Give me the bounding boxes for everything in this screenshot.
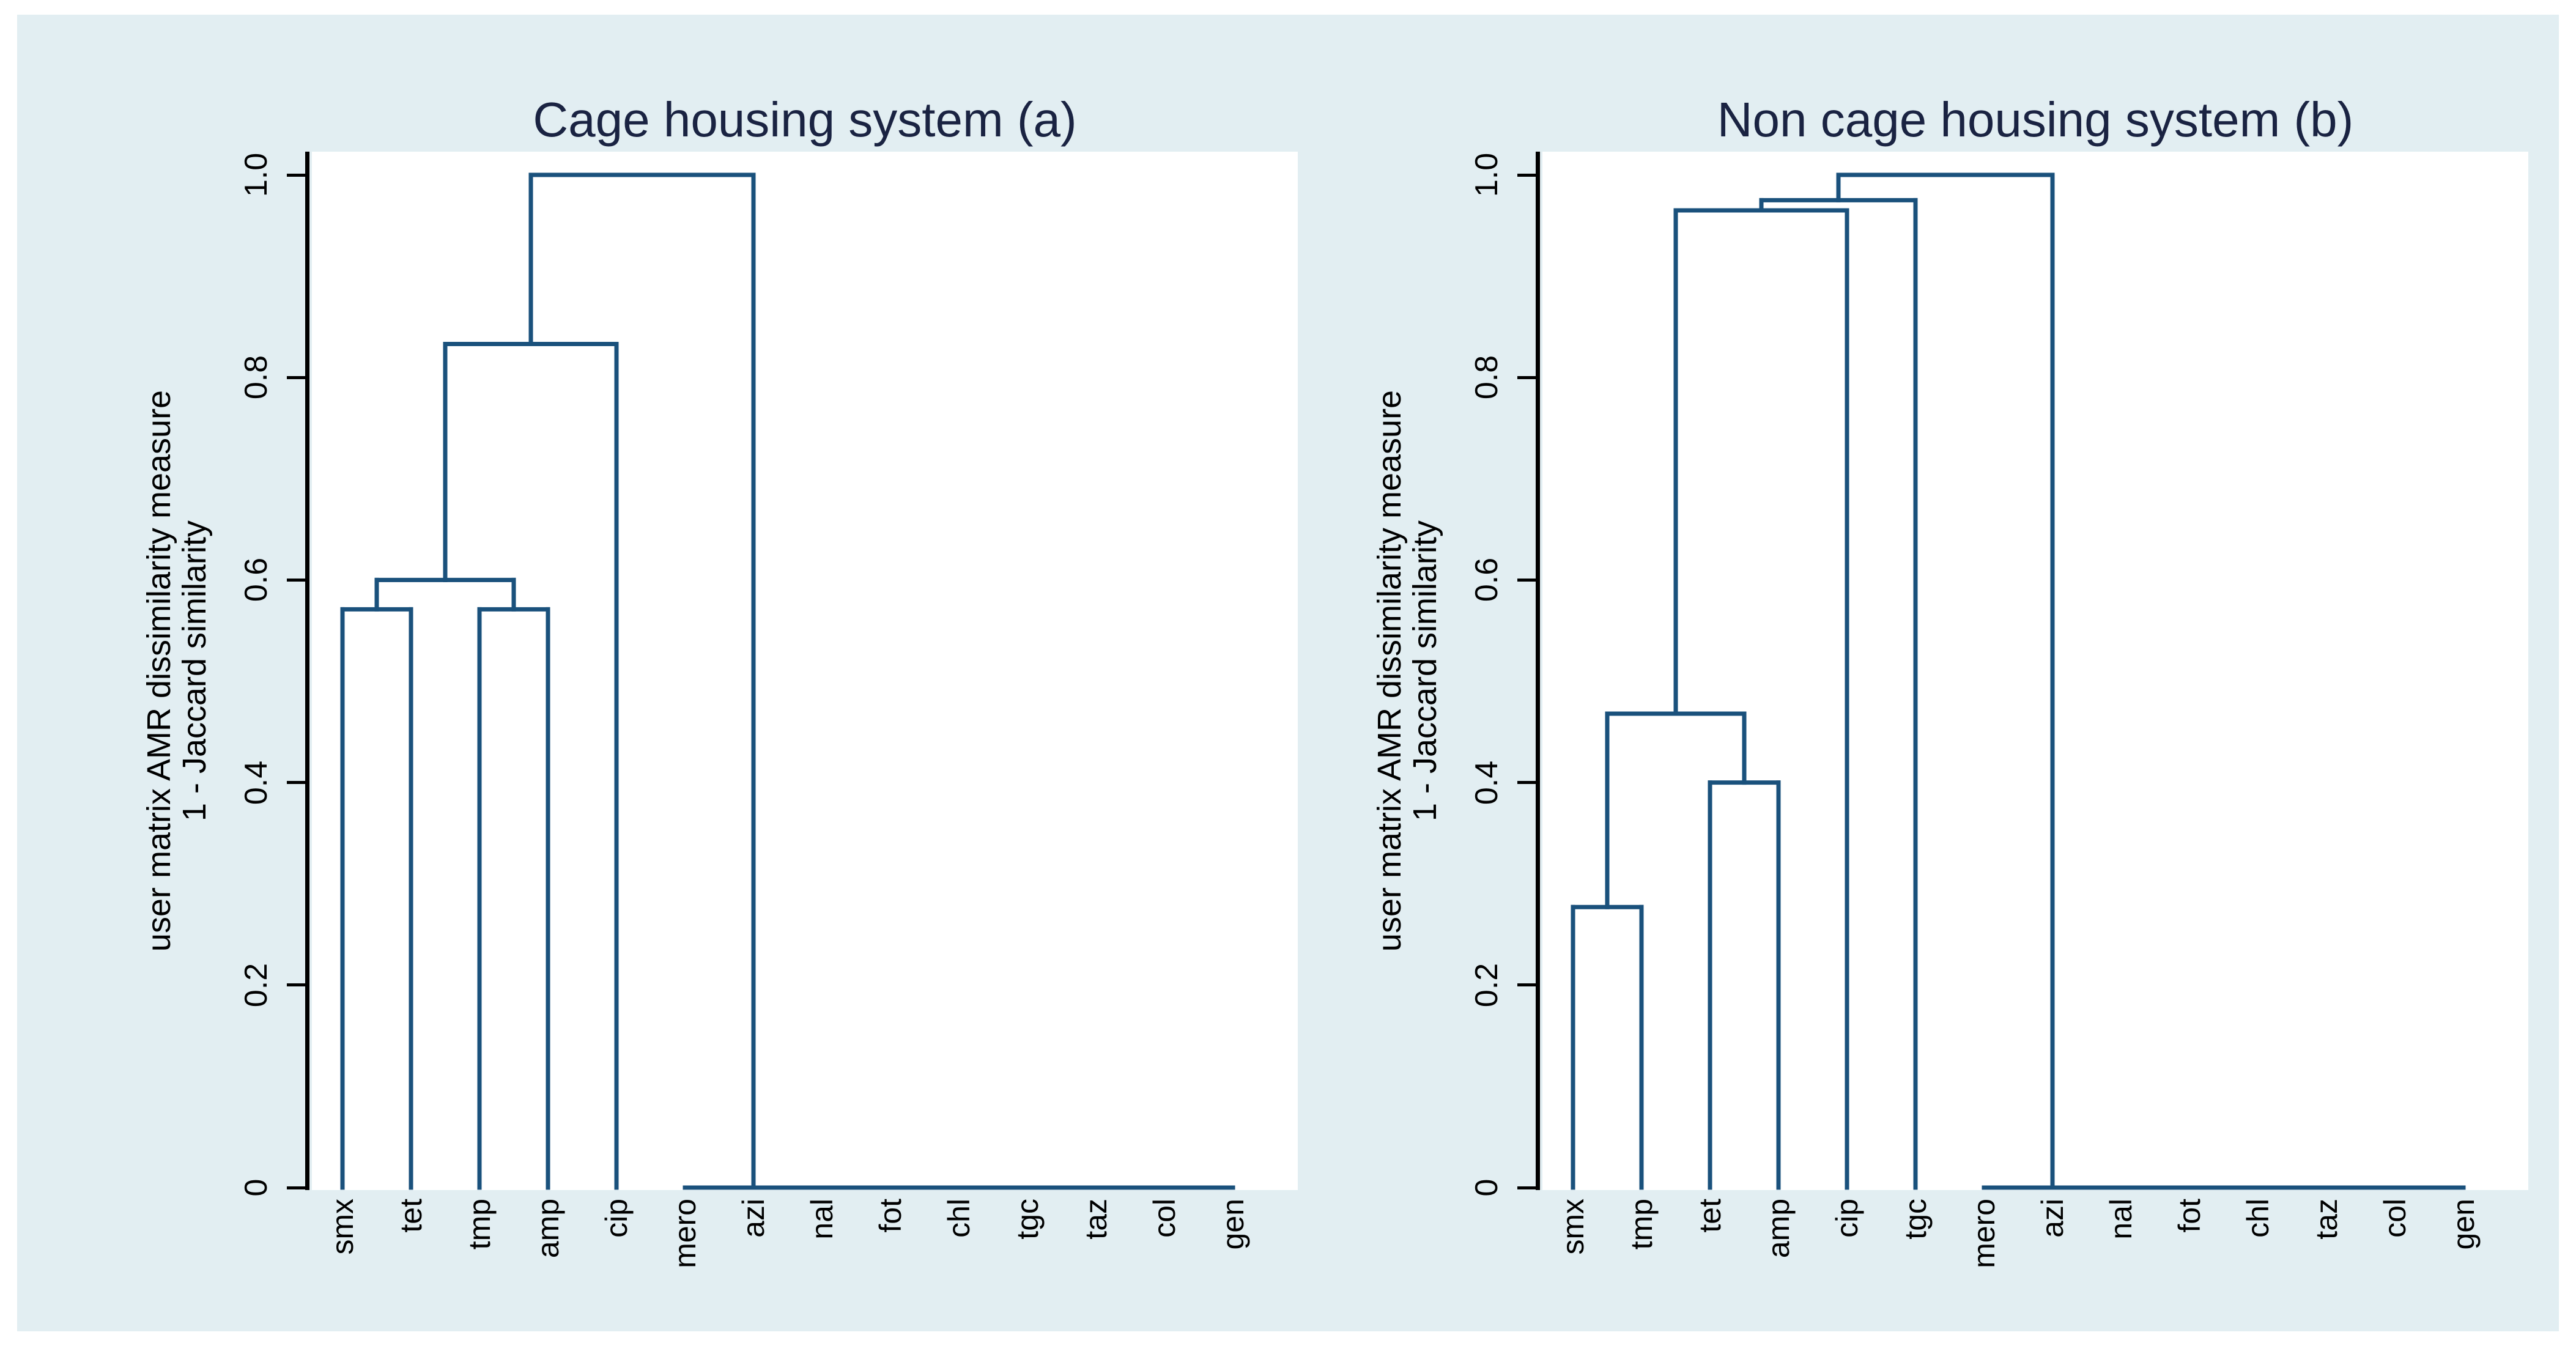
dendrogram-lines-cage: [340, 172, 1235, 1190]
plot-area-noncage: [1542, 152, 2528, 1190]
plot-title-cage: Cage housing system (a): [533, 92, 1077, 147]
y-axis-label-line2: 1 - Jaccard similarity: [1407, 520, 1443, 822]
y-tick-mark: [287, 1186, 305, 1189]
y-axis-line-cage: [305, 152, 309, 1190]
y-tick-mark: [287, 375, 305, 379]
y-tick-mark: [1517, 578, 1536, 582]
plot-area-cage: [312, 152, 1298, 1190]
y-axis-label-line1: user matrix AMR dissimilarity measure: [141, 390, 177, 952]
dendrogram-lines-noncage: [1571, 172, 2466, 1190]
y-tick-mark: [1517, 1186, 1536, 1189]
y-tick-mark: [1517, 983, 1536, 987]
y-axis-label-line2: 1 - Jaccard similarity: [176, 520, 213, 822]
y-tick-mark: [287, 983, 305, 987]
figure-canvas: Cage housing system (a) user matrix AMR …: [17, 15, 2559, 1331]
y-axis-line-noncage: [1536, 152, 1540, 1190]
y-tick-mark: [287, 781, 305, 785]
y-tick-mark: [1517, 173, 1536, 177]
plot-title-noncage: Non cage housing system (b): [1717, 92, 2354, 147]
y-tick-mark: [1517, 781, 1536, 785]
y-tick-mark: [287, 173, 305, 177]
y-tick-mark: [1517, 375, 1536, 379]
y-axis-label-line1: user matrix AMR dissimilarity measure: [1371, 390, 1408, 952]
y-tick-mark: [287, 578, 305, 582]
